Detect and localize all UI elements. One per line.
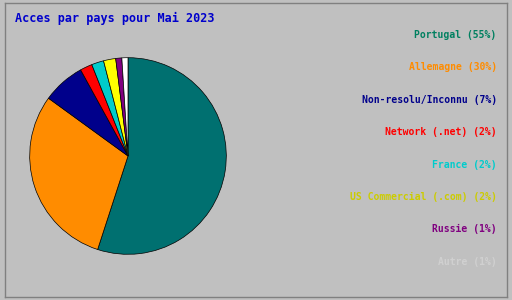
Text: France (2%): France (2%) bbox=[432, 160, 497, 170]
Wedge shape bbox=[49, 70, 128, 156]
Wedge shape bbox=[30, 98, 128, 250]
Wedge shape bbox=[116, 58, 128, 156]
Text: Portugal (55%): Portugal (55%) bbox=[414, 30, 497, 40]
Text: Acces par pays pour Mai 2023: Acces par pays pour Mai 2023 bbox=[15, 12, 215, 25]
Text: Allemagne (30%): Allemagne (30%) bbox=[409, 62, 497, 72]
Text: Network (.net) (2%): Network (.net) (2%) bbox=[385, 127, 497, 137]
Text: Non-resolu/Inconnu (7%): Non-resolu/Inconnu (7%) bbox=[361, 95, 497, 105]
Wedge shape bbox=[81, 64, 128, 156]
Text: US Commercial (.com) (2%): US Commercial (.com) (2%) bbox=[350, 192, 497, 202]
Text: Russie (1%): Russie (1%) bbox=[432, 224, 497, 234]
Text: Autre (1%): Autre (1%) bbox=[438, 257, 497, 267]
Wedge shape bbox=[92, 61, 128, 156]
Wedge shape bbox=[103, 58, 128, 156]
Wedge shape bbox=[122, 58, 128, 156]
Wedge shape bbox=[98, 58, 226, 254]
